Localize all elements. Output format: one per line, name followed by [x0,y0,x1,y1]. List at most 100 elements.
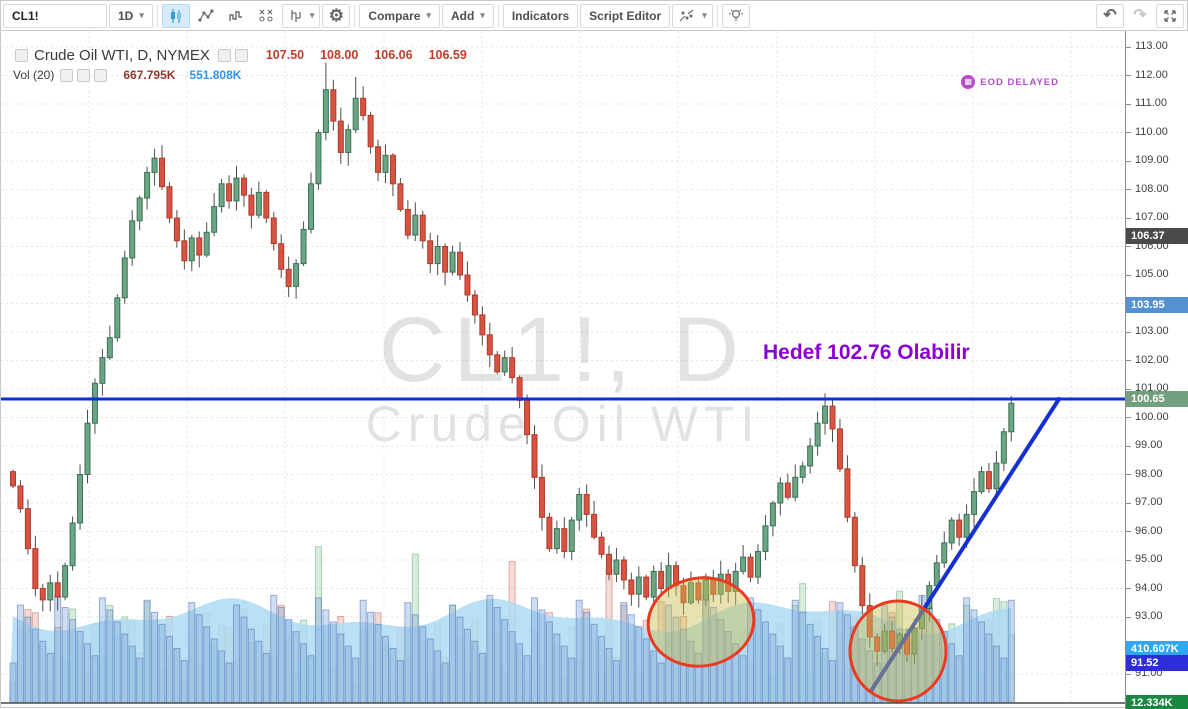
candle-body [330,89,337,122]
volume-overlay-bar [516,643,524,704]
redo-icon: ↷ [1133,6,1147,24]
axis-label: 113.00 [1135,40,1168,52]
volume-overlay-bar [963,597,971,704]
candle-body [866,605,873,638]
volume-overlay-bar [627,614,635,704]
chart-canvas[interactable]: CL1!, D Crude Oil WTI Crude Oil WTI, D, N… [1,31,1125,709]
point-and-figure-icon [259,9,273,22]
chevron-down-icon: ▾ [139,10,144,20]
volume-overlay-bar [270,594,278,704]
ellipse-drawing[interactable] [848,599,948,703]
price-badge: 91.52 [1126,655,1188,671]
series-hide-button[interactable] [234,48,248,62]
symbol-input[interactable]: CL1! [3,3,107,28]
volume-overlay-bar [523,655,531,704]
candle-body [859,565,866,607]
series-settings-button[interactable] [217,48,231,62]
axis-tick [1126,46,1131,48]
volume-overlay-bar [784,657,792,704]
volume-overlay-bar [806,623,814,704]
ideas-button[interactable] [721,3,750,28]
candle-body [501,357,508,373]
ellipse-drawing[interactable] [642,571,759,673]
scatter-tool-icon [679,9,694,21]
candle-body [345,129,352,153]
chart-type-candles-button[interactable] [161,3,190,28]
axis-label: 100.00 [1135,410,1169,423]
candle-body [553,528,560,550]
candle-body [874,636,881,652]
volume-overlay-bar [329,621,337,704]
candle-body [375,146,382,173]
volume-overlay-bar [441,662,449,704]
volume-close-button[interactable] [94,68,108,82]
compare-button[interactable]: Compare ▾ [359,3,440,28]
volume-overlay-bar [650,650,658,704]
lightbulb-icon [728,8,743,21]
delay-badge-label: EOD DELAYED [980,76,1059,88]
divider [497,4,499,27]
volume-overlay-bar [359,599,367,704]
toolbar: CL1! 1D ▾ [1,1,1187,31]
chart-type-line-button[interactable] [191,3,220,28]
axis-label: 94.00 [1135,581,1163,594]
candle-body [293,263,300,287]
volume-overlay-bar [344,645,352,704]
volume-overlay-bar [292,631,300,704]
volume-overlay-bar [98,597,106,704]
candle-body [851,516,858,567]
candlestick-icon [170,8,181,23]
chart-type-pnf-button[interactable] [251,3,280,28]
volume-overlay-bar [598,635,606,704]
volume-overlay-bar [210,638,218,704]
price-badge: 12.334K [1126,695,1188,709]
candle-body [203,231,210,256]
candle-body [732,570,739,592]
interval-selector[interactable]: 1D ▾ [109,3,153,28]
axis-label: 97.00 [1135,496,1163,508]
volume-overlay-bar [553,633,561,704]
axis-label: 111.00 [1135,97,1168,109]
volume-settings-button[interactable] [60,68,74,82]
chart-type-step-button[interactable] [221,3,250,28]
redo-button[interactable]: ↷ [1126,3,1154,28]
fullscreen-button[interactable] [1156,3,1184,28]
volume-overlay-bar [486,594,494,704]
chart-settings-button[interactable]: ⚙ [322,3,351,28]
volume-indicator-label: Vol (20) [13,68,55,82]
candle-body [54,582,61,598]
axis-tick [1126,388,1131,390]
candle-body [159,157,165,188]
chart-type-range-button[interactable]: ▾ [281,3,321,28]
volume-overlay-bar [992,645,1000,704]
volume-overlay-bar [188,602,196,704]
ohlc-close: 106.59 [428,48,467,62]
volume-overlay-bar [39,640,47,704]
candle-body [717,573,724,595]
add-button[interactable]: Add ▾ [441,3,494,28]
candle-body [606,553,612,575]
series-marker-button[interactable] [15,48,28,62]
volume-overlay-bar [352,657,360,704]
chart-text-annotation[interactable]: Hedef 102.76 Olabilir [763,341,970,364]
candle-body [419,214,426,242]
volume-overlay-bar [970,609,978,704]
trend-line-drawing[interactable] [869,397,1061,693]
volume-source-button[interactable] [77,68,91,82]
candle-body [486,334,493,356]
volume-overlay-bar [739,655,747,704]
volume-overlay-bar [985,633,993,704]
drawing-tool-button[interactable]: ▾ [672,3,713,28]
price-axis[interactable]: 113.00 112.00 111.00 110.00 109.00 108.00 107.… [1125,31,1188,709]
indicators-button[interactable]: Indicators [502,3,579,28]
candle-body [650,570,657,598]
axis-label: 105.00 [1135,268,1169,280]
volume-overlay-bar [538,609,546,704]
volume-overlay-bar [31,628,39,704]
candle-body [226,183,233,202]
script-editor-button[interactable]: Script Editor [580,3,671,28]
volume-overlay-bar [54,594,62,704]
volume-overlay-bar [16,604,24,704]
undo-button[interactable]: ↶ [1096,3,1124,28]
